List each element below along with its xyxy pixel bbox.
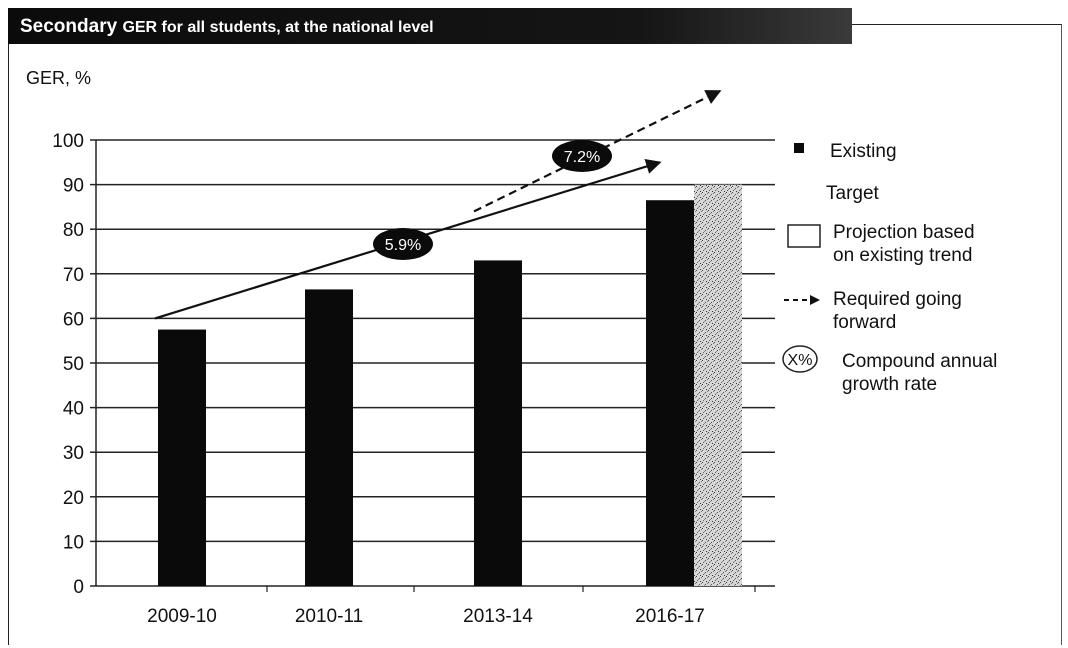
legend-existing-swatch xyxy=(794,143,804,153)
y-tick-label-70: 70 xyxy=(63,265,84,286)
legend-projection-swatch xyxy=(787,224,821,248)
y-axis-label: GER, % xyxy=(26,68,91,88)
legend-cagr-symbol: X% xyxy=(788,352,813,369)
y-tick-label-90: 90 xyxy=(63,176,84,197)
x-tick-label-2009-10: 2009-10 xyxy=(147,606,217,627)
legend-cagr-ellipse xyxy=(782,345,818,373)
bar-existing-2009-10 xyxy=(158,329,206,586)
legend-symbols: X% xyxy=(782,143,821,373)
x-tick-label-2010-11: 2010-11 xyxy=(295,606,363,627)
y-tick-label-40: 40 xyxy=(63,399,84,420)
y-tick-label-60: 60 xyxy=(63,309,84,330)
bar-existing-2013-14 xyxy=(474,260,522,586)
y-tick-label-10: 10 xyxy=(63,532,84,553)
y-tick-label-100: 100 xyxy=(52,131,84,152)
bar-existing-2016-17 xyxy=(646,200,694,586)
rate-badge-1 xyxy=(373,228,433,260)
y-tick-label-20: 20 xyxy=(63,488,84,509)
y-tick-label-50: 50 xyxy=(63,354,84,375)
y-tick-label-30: 30 xyxy=(63,443,84,464)
title-bar: Secondary GER for all students, at the n… xyxy=(8,8,852,44)
legend-existing-label: Existing xyxy=(830,141,897,162)
bar-target-2016-17 xyxy=(694,184,742,586)
bar-existing-2010-11 xyxy=(305,289,353,586)
legend-cagr-label: Compound annual growth rate xyxy=(842,351,998,395)
legend-required-label: Required going forward xyxy=(833,289,962,333)
title-main: Secondary xyxy=(20,16,118,37)
title-subtitle: GER for all students, at the national le… xyxy=(122,19,434,36)
legend-target-label: Target xyxy=(826,183,879,204)
x-tick-label-2013-14: 2013-14 xyxy=(463,606,533,627)
rate-badge-2 xyxy=(552,140,612,172)
legend-required-arrowhead xyxy=(810,295,820,305)
y-tick-label-80: 80 xyxy=(63,220,84,241)
rate-label-2: 7.2% xyxy=(564,149,600,166)
x-tick-label-2016-17: 2016-17 xyxy=(635,606,705,627)
rate-label-1: 5.9% xyxy=(385,237,421,254)
legend-projection-label: Projection based on existing trend xyxy=(833,222,975,266)
y-tick-label-0: 0 xyxy=(73,577,84,598)
